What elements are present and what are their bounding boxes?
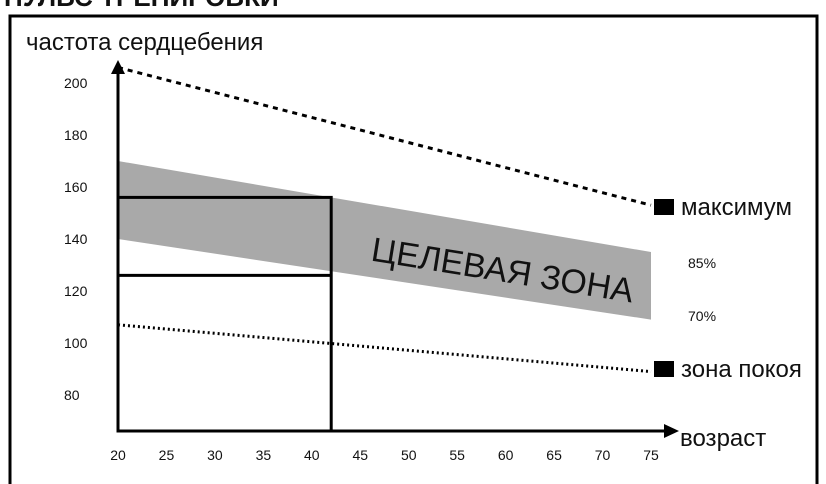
- legend-rest-label: зона покоя: [681, 356, 802, 383]
- x-tick-label: 55: [449, 447, 465, 463]
- x-tick-label: 40: [304, 447, 320, 463]
- top-heading: ПУЛЬС ТРЕНИРОВКИ: [4, 0, 279, 12]
- legend-max-label: максимум: [681, 194, 792, 221]
- x-tick-label: 20: [110, 447, 126, 463]
- x-tick-label: 70: [595, 447, 611, 463]
- x-tick-label: 30: [207, 447, 223, 463]
- legend-rest-square-icon: [654, 361, 674, 377]
- y-tick-label: 120: [64, 283, 88, 299]
- legend-max-square-icon: [654, 199, 674, 215]
- band-lower-percent-label: 70%: [688, 308, 716, 324]
- x-tick-label: 65: [546, 447, 562, 463]
- chart-frame: [8, 14, 819, 484]
- y-tick-label: 80: [64, 387, 80, 403]
- y-tick-label: 200: [64, 75, 88, 91]
- y-tick-labels: 80 100 120 140 160 180 200: [64, 75, 88, 403]
- x-axis-title: возраст: [680, 425, 766, 452]
- x-tick-label: 35: [256, 447, 272, 463]
- y-axis-arrow-icon: [111, 60, 125, 74]
- band-upper-percent-label: 85%: [688, 255, 716, 271]
- y-tick-label: 160: [64, 179, 88, 195]
- x-tick-label: 25: [159, 447, 175, 463]
- y-tick-label: 100: [64, 335, 88, 351]
- x-tick-label: 50: [401, 447, 417, 463]
- x-tick-labels: 20 25 30 35 40 45 50 55 60 65 70 75: [110, 447, 659, 463]
- x-tick-label: 60: [498, 447, 514, 463]
- rest-zone-line: [117, 323, 652, 374]
- max-heart-rate-line: [117, 65, 652, 207]
- y-tick-label: 180: [64, 127, 88, 143]
- x-tick-label: 45: [352, 447, 368, 463]
- x-tick-label: 75: [643, 447, 659, 463]
- target-zone-band: [118, 161, 651, 320]
- y-axis-title: частота сердцебения: [26, 29, 263, 56]
- y-tick-label: 140: [64, 231, 88, 247]
- x-axis-arrow-icon: [664, 424, 679, 438]
